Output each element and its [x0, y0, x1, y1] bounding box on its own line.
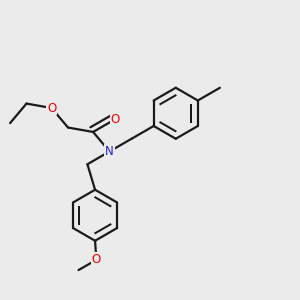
Text: O: O — [111, 113, 120, 126]
Text: O: O — [92, 254, 101, 266]
Text: N: N — [105, 145, 114, 158]
Text: O: O — [47, 101, 56, 115]
